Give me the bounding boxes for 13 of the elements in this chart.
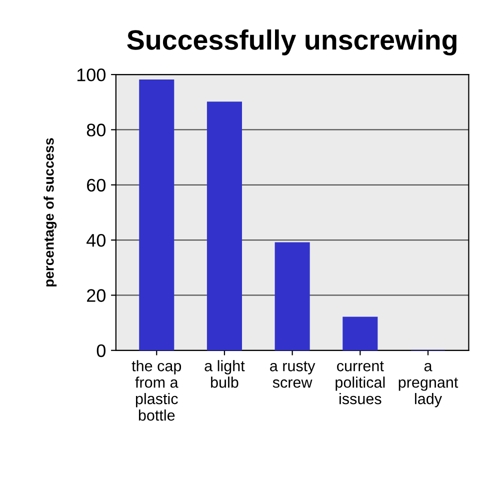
x-tick-label: current political issues: [336, 361, 385, 404]
x-tick-label: a rusty screw: [270, 361, 316, 388]
x-tick-label: a light bulb: [204, 360, 245, 388]
y-tick-label: 20: [87, 289, 106, 302]
x-tick-label: a pregnant lady: [398, 362, 458, 408]
y-tick-label: 80: [86, 124, 106, 136]
y-tick-label: 40: [86, 234, 106, 247]
y-tick-label: 100: [77, 68, 106, 82]
y-tick-label: 60: [87, 178, 106, 192]
x-tick-label: the cap from a plastic bottle: [132, 360, 182, 421]
y-tick-label: 0: [96, 344, 106, 358]
chart-title: Successfully unscrewing: [127, 29, 456, 56]
y-axis-title: percentage of success: [44, 138, 57, 286]
